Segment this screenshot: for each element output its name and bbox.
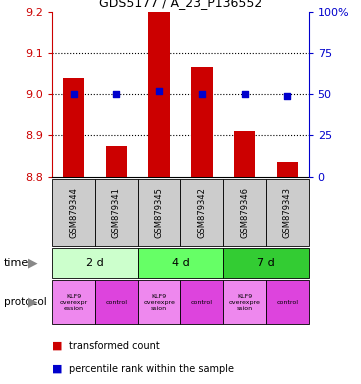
Bar (234, 131, 255, 177)
Bar (52, 280, 95, 324)
Point (71, 91, 77, 97)
Bar (63, 78, 84, 177)
Bar (148, 12, 170, 177)
Bar (52, 248, 138, 278)
Text: ■: ■ (52, 341, 63, 351)
Bar (223, 179, 266, 246)
Bar (95, 179, 138, 246)
Text: GSM879345: GSM879345 (155, 187, 164, 238)
Text: KLF9
overexpr
ession: KLF9 overexpr ession (60, 294, 88, 311)
Text: GSM879343: GSM879343 (283, 187, 292, 238)
Bar (138, 179, 180, 246)
Point (284, 93, 290, 99)
Text: KLF9
overexpre
ssion: KLF9 overexpre ssion (143, 294, 175, 311)
Text: GSM879342: GSM879342 (197, 187, 206, 238)
Bar (52, 179, 95, 246)
Bar (95, 280, 138, 324)
Text: ■: ■ (52, 364, 63, 374)
Text: GSM879344: GSM879344 (69, 187, 78, 238)
Text: transformed count: transformed count (69, 341, 159, 351)
Bar (180, 280, 223, 324)
Bar (266, 280, 309, 324)
Bar (138, 280, 180, 324)
Bar (138, 248, 223, 278)
Text: control: control (191, 300, 213, 305)
Bar (191, 67, 213, 177)
Bar (266, 179, 309, 246)
Text: time: time (4, 258, 29, 268)
Text: ▶: ▶ (28, 296, 37, 309)
Bar (277, 162, 298, 177)
Text: control: control (276, 300, 298, 305)
Point (113, 91, 119, 97)
Bar (223, 280, 266, 324)
Text: percentile rank within the sample: percentile rank within the sample (69, 364, 234, 374)
Text: 7 d: 7 d (257, 258, 275, 268)
Text: 2 d: 2 d (86, 258, 104, 268)
Text: KLF9
overexpre
ssion: KLF9 overexpre ssion (229, 294, 261, 311)
Point (242, 91, 247, 97)
Text: GSM879341: GSM879341 (112, 187, 121, 238)
Text: ▶: ▶ (28, 257, 37, 270)
Text: GSM879346: GSM879346 (240, 187, 249, 238)
Text: protocol: protocol (4, 297, 46, 308)
Bar (106, 146, 127, 177)
Bar (223, 248, 309, 278)
Text: control: control (105, 300, 127, 305)
Title: GDS5177 / A_23_P136552: GDS5177 / A_23_P136552 (99, 0, 262, 9)
Bar (180, 179, 223, 246)
Text: 4 d: 4 d (171, 258, 190, 268)
Point (156, 88, 162, 94)
Point (199, 91, 205, 97)
